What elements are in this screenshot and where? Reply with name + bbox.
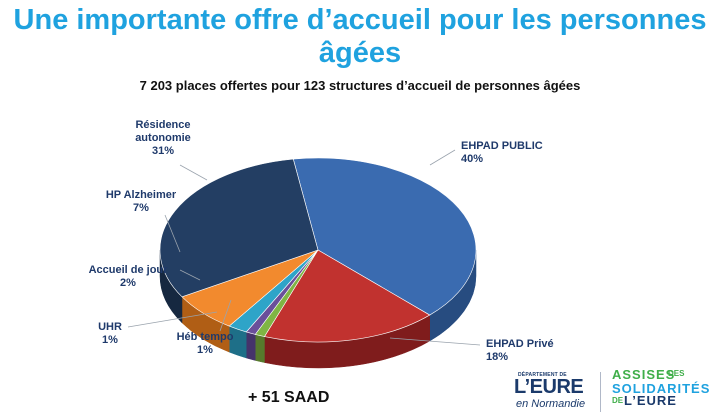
- pie-slice-residence-autonomie: [159, 158, 319, 298]
- pie-side-heb-tempo: [255, 334, 265, 363]
- slice-label-ehpad-prive: EHPAD Privé 18%: [486, 338, 554, 363]
- logo-small-text: DÉPARTEMENT DE: [518, 372, 567, 378]
- assises-des: DES: [668, 369, 685, 378]
- slice-label-ehpad-public: EHPAD PUBLIC 40%: [461, 140, 543, 165]
- slice-label-hp-alzheimer: HP Alzheimer 7%: [106, 189, 177, 214]
- leader-line-ehpad-prive: [389, 337, 481, 346]
- slice-label-uhr: UHR 1%: [98, 321, 122, 346]
- logo-divider: [600, 372, 601, 412]
- leader-line-heb-tempo: [219, 299, 232, 332]
- logo-big-text: L’EURE: [514, 376, 584, 398]
- pie-slice-ehpad-prive: [263, 249, 431, 343]
- assises-de: DE: [612, 396, 624, 405]
- chart-title: 7 203 places offertes pour 123 structure…: [139, 78, 581, 93]
- pie-slice-ehpad-public: [292, 157, 477, 316]
- assises-line2: SOLIDARITÉS: [612, 381, 711, 396]
- pie-side-uhr: [246, 331, 256, 361]
- slice-label-residence-autonomie: Résidence autonomie 31%: [135, 119, 191, 157]
- eure-department-logo: DÉPARTEMENT DE L’EURE en Normandie: [504, 372, 596, 414]
- leader-line-hp-alzheimer: [164, 214, 181, 253]
- assises-line3: L’EURE: [624, 393, 677, 408]
- page-title: Une importante offre d’accueil pour les …: [13, 4, 707, 69]
- assises-logo: ASSISES DES SOLIDARITÉS DE L’EURE: [610, 367, 718, 417]
- saad-count: + 51 SAAD: [248, 389, 330, 406]
- logo-sub-text: en Normandie: [516, 398, 586, 410]
- slice-label-heb-tempo: Héb tempo 1%: [177, 331, 234, 356]
- assises-line1: ASSISES: [612, 367, 676, 382]
- leader-line-accueil-de-jour: [179, 269, 201, 281]
- leader-line-ehpad-public: [429, 149, 456, 166]
- leader-line-residence-autonomie: [179, 164, 208, 181]
- leader-line-uhr: [127, 311, 218, 328]
- slice-label-accueil-de-jour: Accueil de jour 2%: [89, 264, 169, 289]
